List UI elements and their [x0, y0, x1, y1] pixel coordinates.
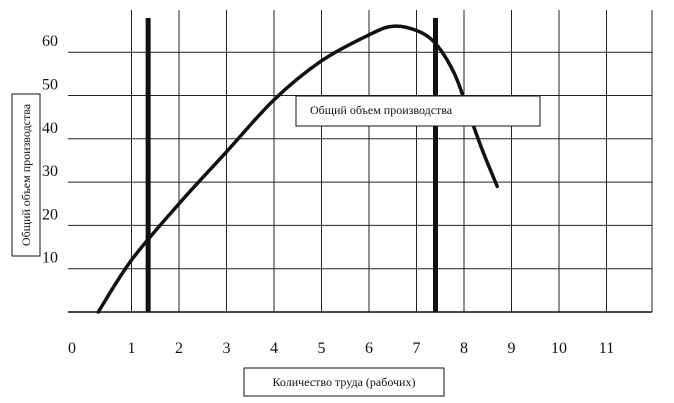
x-tick-label: 8: [460, 340, 468, 357]
series-label: Общий объем производства: [310, 103, 453, 117]
x-axis-label: Количество труда (рабочих): [273, 375, 416, 389]
vertical-lines: [145, 18, 438, 312]
x-tick-label: 0: [68, 340, 76, 357]
x-tick-label: 10: [551, 340, 567, 357]
x-tick-label: 7: [413, 340, 421, 357]
y-tick-label: 40: [42, 120, 58, 137]
x-tick-label: 5: [318, 340, 326, 357]
y-axis-label: Общий объем производства: [19, 103, 33, 246]
y-tick-label: 20: [42, 206, 58, 223]
x-axis-label-box: Количество труда (рабочих): [243, 367, 445, 397]
y-axis-label-box: Общий объем производства: [11, 93, 41, 257]
x-tick-label: 4: [270, 340, 278, 357]
x-tick-label: 11: [599, 340, 614, 357]
x-tick-labels: 0 1 2 3 4 5 6 7 8 9 10 11: [68, 340, 614, 357]
x-tick-label: 3: [223, 340, 231, 357]
axes: [68, 10, 653, 313]
series-label-box: Общий объем производства: [295, 95, 541, 127]
x-tick-label: 9: [508, 340, 516, 357]
y-tick-label: 10: [42, 250, 58, 267]
x-tick-label: 6: [365, 340, 373, 357]
grid: [68, 10, 652, 312]
x-tick-label: 1: [128, 340, 136, 357]
y-tick-label: 30: [42, 163, 58, 180]
y-tick-labels: 10 20 30 40 50 60: [42, 33, 58, 267]
x-tick-label: 2: [175, 340, 183, 357]
y-tick-label: 60: [42, 33, 58, 50]
y-tick-label: 50: [42, 77, 58, 94]
